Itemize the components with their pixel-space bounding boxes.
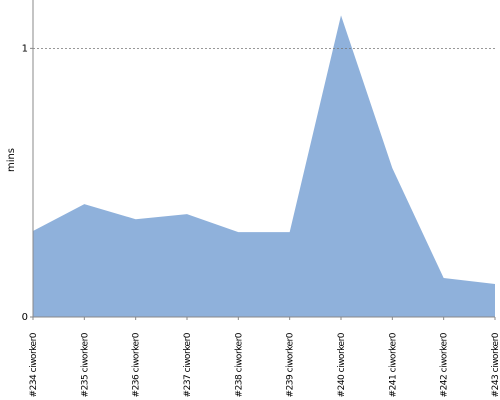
x-tick-label: #238 ciworker0 [234, 332, 244, 397]
area [33, 15, 495, 317]
x-tick-label: #235 ciworker0 [80, 332, 90, 397]
x-tick-label: #237 ciworker0 [183, 332, 193, 397]
x-tick-label: #236 ciworker0 [132, 332, 142, 397]
y-tick-label: 1 [22, 43, 28, 54]
x-tick-label: #241 ciworker0 [388, 332, 398, 397]
x-tick-label: #243 ciworker0 [491, 332, 500, 397]
y-tick-label: 0 [22, 312, 28, 323]
y-axis-label: mins [6, 148, 17, 172]
x-tick-label: #240 ciworker0 [337, 332, 347, 397]
x-tick-label: #242 ciworker0 [440, 332, 450, 397]
x-tick-label: #239 ciworker0 [286, 332, 296, 397]
x-tick-label: #234 ciworker0 [29, 332, 39, 397]
